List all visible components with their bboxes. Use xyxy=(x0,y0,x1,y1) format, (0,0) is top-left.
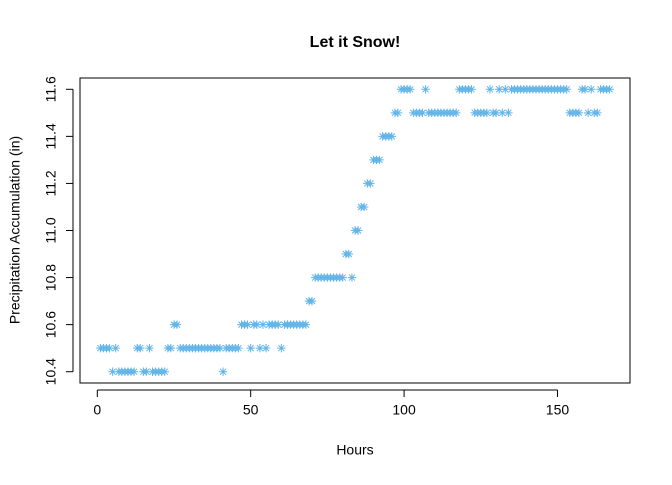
data-point xyxy=(105,343,114,353)
data-point xyxy=(215,343,225,353)
x-tick-label: 100 xyxy=(392,402,416,418)
data-point xyxy=(307,296,317,306)
data-point xyxy=(129,367,139,376)
data-point xyxy=(172,320,182,329)
data-point xyxy=(234,343,243,353)
data-point xyxy=(498,108,507,118)
data-point xyxy=(166,343,176,353)
data-point xyxy=(418,108,427,118)
data-point xyxy=(375,155,384,165)
data-point xyxy=(491,108,501,118)
data-point xyxy=(274,320,283,329)
data-point xyxy=(580,85,590,94)
y-tick-label: 11.0 xyxy=(43,217,59,243)
y-axis-label: Precipitation Accumulation (in) xyxy=(7,136,23,324)
data-point xyxy=(353,226,363,235)
data-point xyxy=(366,179,375,188)
x-axis-label: Hours xyxy=(336,442,373,458)
data-point xyxy=(243,320,252,329)
data-point xyxy=(108,367,117,376)
data-point xyxy=(501,85,510,94)
data-point xyxy=(145,343,154,353)
data-point xyxy=(593,108,602,118)
data-point xyxy=(583,108,593,118)
data-point xyxy=(347,273,357,282)
data-point xyxy=(111,343,120,353)
y-tick-label: 11.2 xyxy=(43,170,59,196)
data-point xyxy=(255,343,265,353)
data-point xyxy=(252,320,262,329)
data-point xyxy=(452,108,461,118)
y-tick-label: 10.6 xyxy=(43,311,59,338)
data-point xyxy=(258,320,268,329)
data-point xyxy=(467,85,476,94)
data-point xyxy=(136,343,145,353)
y-tick-label: 11.4 xyxy=(43,123,59,149)
data-point xyxy=(485,85,495,94)
data-point xyxy=(494,85,504,94)
y-tick-label: 10.4 xyxy=(43,358,59,385)
data-point xyxy=(142,367,151,376)
data-point xyxy=(160,367,169,376)
data-point xyxy=(605,85,614,94)
data-point xyxy=(261,343,271,353)
chart-title: Let it Snow! xyxy=(310,34,401,51)
data-point xyxy=(246,343,255,353)
data-point xyxy=(574,108,584,118)
data-point xyxy=(504,108,513,118)
data-point xyxy=(562,85,571,94)
data-point xyxy=(587,85,596,94)
x-tick-label: 50 xyxy=(243,402,259,418)
data-point xyxy=(338,273,347,282)
data-point xyxy=(360,202,369,212)
y-tick-label: 10.8 xyxy=(43,264,59,291)
data-point xyxy=(277,343,286,353)
data-point xyxy=(406,85,415,94)
y-tick-label: 11.6 xyxy=(43,76,59,102)
data-point xyxy=(393,108,403,118)
plot-box xyxy=(79,77,631,384)
data-point xyxy=(482,108,492,118)
x-tick-label: 0 xyxy=(93,402,101,418)
data-point xyxy=(301,320,311,329)
x-tick-label: 150 xyxy=(546,402,570,418)
data-point xyxy=(344,249,354,259)
data-point xyxy=(218,367,228,376)
data-point xyxy=(421,85,430,94)
data-point xyxy=(387,132,397,141)
